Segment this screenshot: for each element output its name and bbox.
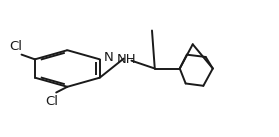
Text: N: N — [104, 52, 113, 65]
Text: Cl: Cl — [45, 95, 59, 108]
Text: NH: NH — [117, 53, 137, 66]
Text: Cl: Cl — [9, 40, 22, 53]
